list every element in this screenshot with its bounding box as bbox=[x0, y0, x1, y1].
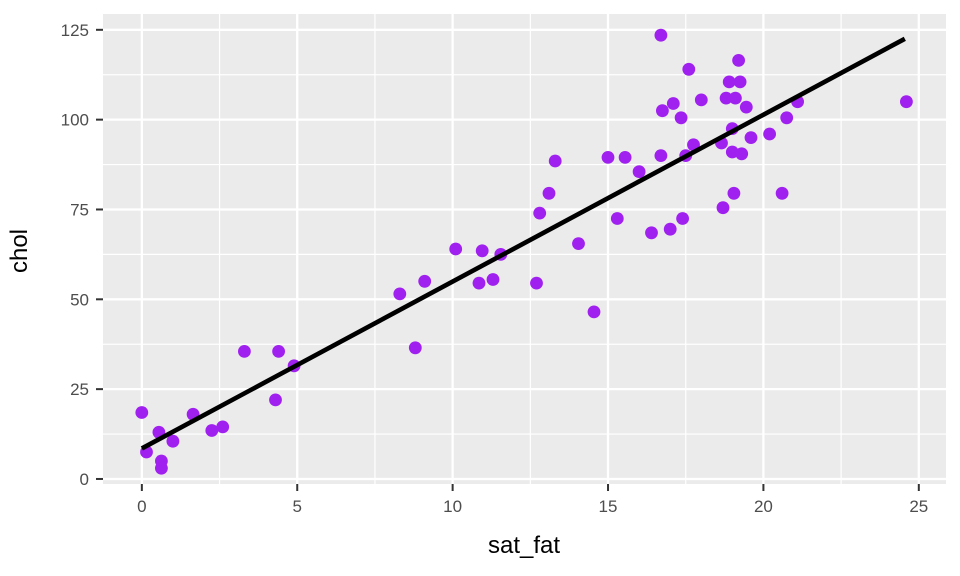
data-point bbox=[732, 54, 745, 67]
y-tick-label: 0 bbox=[80, 470, 89, 489]
y-tick-label: 75 bbox=[70, 200, 89, 219]
y-axis-title: chol bbox=[6, 229, 33, 273]
data-point bbox=[542, 186, 556, 200]
axis-tick-labels: 0 5 10 15 20 25 0 25 50 75 100 125 bbox=[61, 21, 929, 516]
minor-gridlines bbox=[103, 14, 946, 484]
y-tick-label: 100 bbox=[61, 111, 89, 130]
data-point bbox=[572, 237, 585, 251]
data-point bbox=[739, 100, 753, 114]
data-point bbox=[645, 226, 658, 240]
data-point bbox=[269, 393, 282, 407]
data-point bbox=[610, 212, 624, 225]
major-gridlines bbox=[103, 14, 946, 484]
x-tick-label: 10 bbox=[443, 497, 462, 516]
data-point bbox=[775, 186, 789, 200]
data-point bbox=[216, 420, 230, 434]
x-axis-title: sat_fat bbox=[488, 532, 560, 559]
data-point bbox=[694, 93, 708, 107]
data-point bbox=[763, 127, 776, 141]
data-point bbox=[475, 244, 489, 258]
data-point bbox=[418, 274, 432, 288]
x-tick-label: 15 bbox=[599, 497, 618, 516]
data-point bbox=[587, 305, 601, 319]
data-point bbox=[530, 276, 543, 290]
data-point bbox=[486, 273, 500, 286]
y-tick-label: 50 bbox=[70, 290, 89, 309]
data-point bbox=[135, 406, 149, 419]
data-point bbox=[666, 97, 680, 110]
data-point bbox=[238, 345, 251, 358]
data-point bbox=[548, 154, 562, 168]
data-point bbox=[272, 345, 285, 358]
y-tick-label: 125 bbox=[61, 21, 89, 40]
data-point bbox=[618, 151, 632, 164]
data-point bbox=[656, 104, 669, 118]
x-tick-label: 5 bbox=[293, 497, 302, 516]
data-point bbox=[663, 222, 677, 236]
data-point bbox=[727, 186, 741, 200]
data-point bbox=[729, 91, 742, 105]
data-point bbox=[601, 151, 615, 164]
data-point bbox=[155, 461, 168, 475]
data-point bbox=[900, 95, 913, 109]
data-point bbox=[716, 201, 730, 215]
data-point bbox=[722, 75, 736, 89]
data-point bbox=[682, 62, 696, 76]
data-point bbox=[735, 147, 749, 161]
x-tick-label: 20 bbox=[754, 497, 773, 516]
regression-line bbox=[140, 36, 906, 451]
data-point bbox=[205, 424, 219, 437]
data-point bbox=[393, 287, 407, 301]
data-point bbox=[449, 242, 463, 256]
x-tick-label: 25 bbox=[909, 497, 928, 516]
data-point bbox=[533, 206, 547, 220]
data-point bbox=[408, 341, 422, 355]
data-point bbox=[166, 434, 180, 448]
data-point bbox=[674, 111, 688, 125]
data-point bbox=[733, 75, 747, 89]
data-point bbox=[780, 111, 794, 125]
data-points bbox=[135, 28, 913, 475]
data-point bbox=[632, 165, 646, 179]
data-point bbox=[472, 276, 486, 290]
data-point bbox=[676, 212, 689, 225]
x-tick-label: 0 bbox=[137, 497, 146, 516]
axis-tick-marks bbox=[96, 28, 920, 491]
data-point bbox=[744, 131, 758, 145]
data-point bbox=[654, 28, 668, 42]
data-point bbox=[654, 149, 668, 163]
y-tick-label: 25 bbox=[70, 380, 89, 399]
data-point bbox=[719, 91, 733, 105]
